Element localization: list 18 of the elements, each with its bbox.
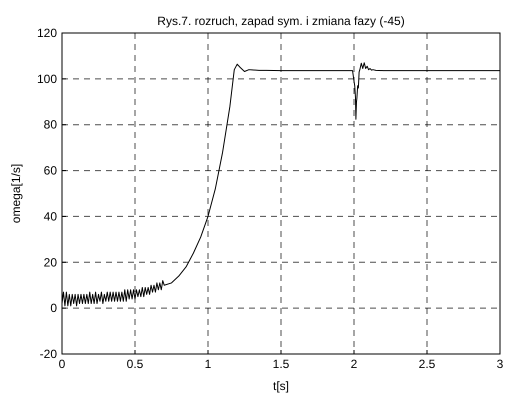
y-tick-label: 60 bbox=[44, 164, 58, 178]
y-tick-label: 20 bbox=[44, 255, 58, 270]
x-tick-label: 3 bbox=[496, 357, 504, 371]
x-tick-label: 0.5 bbox=[126, 357, 144, 371]
chart-title: Rys.7. rozruch, zapad sym. i zmiana fazy (-45) bbox=[157, 14, 405, 28]
y-tick-label: 100 bbox=[36, 72, 58, 86]
y-tick-label: 0 bbox=[50, 301, 58, 316]
y-tick-label: 40 bbox=[44, 209, 58, 224]
x-tick-label: 2.5 bbox=[418, 357, 436, 371]
x-tick-label: 1.5 bbox=[272, 357, 290, 371]
x-tick-label: 0 bbox=[58, 357, 66, 371]
y-tick-label: -20 bbox=[40, 347, 58, 361]
x-tick-label: 2 bbox=[350, 357, 358, 371]
y-axis-title: omega[1/s] bbox=[9, 164, 23, 224]
x-tick-label: 1 bbox=[204, 357, 212, 371]
x-axis-title: t[s] bbox=[272, 379, 290, 393]
y-tick-label: 120 bbox=[36, 26, 58, 40]
y-tick-label: 80 bbox=[44, 118, 58, 132]
